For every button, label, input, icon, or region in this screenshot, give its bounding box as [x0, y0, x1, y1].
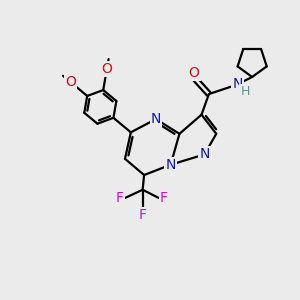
- Text: O: O: [189, 66, 200, 80]
- Text: O: O: [65, 75, 76, 89]
- Text: H: H: [240, 85, 250, 98]
- Text: O: O: [101, 62, 112, 76]
- Text: F: F: [116, 191, 124, 205]
- Text: N: N: [165, 158, 176, 172]
- Text: F: F: [139, 208, 147, 222]
- Text: F: F: [160, 191, 168, 205]
- Text: N: N: [199, 147, 210, 161]
- Text: N: N: [151, 112, 161, 126]
- Text: N: N: [232, 77, 243, 91]
